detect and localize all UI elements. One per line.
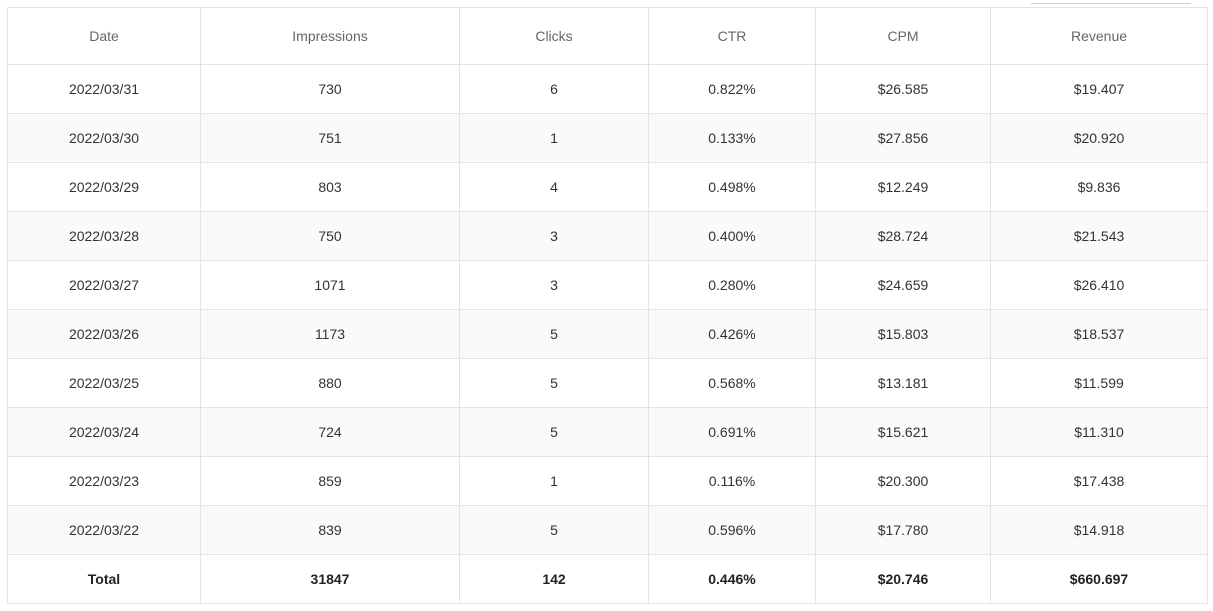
table-row: 2022/03/30 751 1 0.133% $27.856 $20.920	[7, 113, 1208, 163]
cell-cpm: $15.621	[815, 407, 991, 457]
cell-impressions: 1173	[200, 309, 460, 359]
cell-ctr: 0.568%	[648, 358, 816, 408]
total-cpm: $20.746	[815, 554, 991, 604]
cell-revenue: $11.310	[990, 407, 1208, 457]
cell-revenue: $17.438	[990, 456, 1208, 506]
cell-clicks: 5	[459, 505, 649, 555]
cell-clicks: 3	[459, 211, 649, 261]
cell-cpm: $12.249	[815, 162, 991, 212]
cell-revenue: $19.407	[990, 64, 1208, 114]
cell-cpm: $27.856	[815, 113, 991, 163]
cell-date: 2022/03/22	[7, 505, 201, 555]
cell-revenue: $11.599	[990, 358, 1208, 408]
table-row: 2022/03/27 1071 3 0.280% $24.659 $26.410	[7, 260, 1208, 310]
cell-date: 2022/03/24	[7, 407, 201, 457]
cell-ctr: 0.498%	[648, 162, 816, 212]
total-impressions: 31847	[200, 554, 460, 604]
cell-impressions: 1071	[200, 260, 460, 310]
cell-clicks: 4	[459, 162, 649, 212]
cell-date: 2022/03/25	[7, 358, 201, 408]
cell-date: 2022/03/31	[7, 64, 201, 114]
cell-impressions: 880	[200, 358, 460, 408]
header-row: Date Impressions Clicks CTR CPM Revenue	[7, 7, 1208, 65]
table-row: 2022/03/25 880 5 0.568% $13.181 $11.599	[7, 358, 1208, 408]
cell-ctr: 0.116%	[648, 456, 816, 506]
cell-revenue: $9.836	[990, 162, 1208, 212]
table-row: 2022/03/28 750 3 0.400% $28.724 $21.543	[7, 211, 1208, 261]
column-header-revenue[interactable]: Revenue	[990, 7, 1208, 65]
cell-revenue: $18.537	[990, 309, 1208, 359]
cell-clicks: 3	[459, 260, 649, 310]
cell-date: 2022/03/26	[7, 309, 201, 359]
cell-impressions: 839	[200, 505, 460, 555]
cell-revenue: $20.920	[990, 113, 1208, 163]
cell-ctr: 0.822%	[648, 64, 816, 114]
cell-ctr: 0.280%	[648, 260, 816, 310]
cell-impressions: 751	[200, 113, 460, 163]
cell-clicks: 5	[459, 309, 649, 359]
cell-date: 2022/03/29	[7, 162, 201, 212]
cell-date: 2022/03/28	[7, 211, 201, 261]
cell-clicks: 1	[459, 113, 649, 163]
cell-date: 2022/03/30	[7, 113, 201, 163]
cell-revenue: $26.410	[990, 260, 1208, 310]
cell-cpm: $24.659	[815, 260, 991, 310]
cell-ctr: 0.133%	[648, 113, 816, 163]
table-row: 2022/03/26 1173 5 0.426% $15.803 $18.537	[7, 309, 1208, 359]
total-label: Total	[7, 554, 201, 604]
total-clicks: 142	[459, 554, 649, 604]
search-field-underline[interactable]	[1031, 3, 1191, 4]
cell-clicks: 1	[459, 456, 649, 506]
cell-ctr: 0.691%	[648, 407, 816, 457]
cell-ctr: 0.400%	[648, 211, 816, 261]
cell-ctr: 0.426%	[648, 309, 816, 359]
cell-cpm: $28.724	[815, 211, 991, 261]
cell-revenue: $21.543	[990, 211, 1208, 261]
column-header-date[interactable]: Date	[7, 7, 201, 65]
cell-cpm: $13.181	[815, 358, 991, 408]
cell-clicks: 5	[459, 407, 649, 457]
cell-impressions: 859	[200, 456, 460, 506]
revenue-report-table: Date Impressions Clicks CTR CPM Revenue …	[7, 7, 1208, 604]
table-body: 2022/03/31 730 6 0.822% $26.585 $19.407 …	[7, 64, 1208, 555]
cell-impressions: 730	[200, 64, 460, 114]
cell-cpm: $15.803	[815, 309, 991, 359]
cell-cpm: $26.585	[815, 64, 991, 114]
table-row: 2022/03/24 724 5 0.691% $15.621 $11.310	[7, 407, 1208, 457]
table-row: 2022/03/31 730 6 0.822% $26.585 $19.407	[7, 64, 1208, 114]
table-row: 2022/03/23 859 1 0.116% $20.300 $17.438	[7, 456, 1208, 506]
column-header-ctr[interactable]: CTR	[648, 7, 816, 65]
total-ctr: 0.446%	[648, 554, 816, 604]
cell-cpm: $17.780	[815, 505, 991, 555]
table-row: 2022/03/22 839 5 0.596% $17.780 $14.918	[7, 505, 1208, 555]
column-header-cpm[interactable]: CPM	[815, 7, 991, 65]
cell-impressions: 803	[200, 162, 460, 212]
total-row: Total 31847 142 0.446% $20.746 $660.697	[7, 554, 1208, 604]
total-revenue: $660.697	[990, 554, 1208, 604]
cell-impressions: 750	[200, 211, 460, 261]
table-footer: Total 31847 142 0.446% $20.746 $660.697	[7, 554, 1208, 604]
table-row: 2022/03/29 803 4 0.498% $12.249 $9.836	[7, 162, 1208, 212]
cell-date: 2022/03/27	[7, 260, 201, 310]
cell-date: 2022/03/23	[7, 456, 201, 506]
cell-clicks: 6	[459, 64, 649, 114]
cell-ctr: 0.596%	[648, 505, 816, 555]
cell-impressions: 724	[200, 407, 460, 457]
table-header: Date Impressions Clicks CTR CPM Revenue	[7, 7, 1208, 65]
cell-revenue: $14.918	[990, 505, 1208, 555]
cell-clicks: 5	[459, 358, 649, 408]
column-header-clicks[interactable]: Clicks	[459, 7, 649, 65]
column-header-impressions[interactable]: Impressions	[200, 7, 460, 65]
cell-cpm: $20.300	[815, 456, 991, 506]
